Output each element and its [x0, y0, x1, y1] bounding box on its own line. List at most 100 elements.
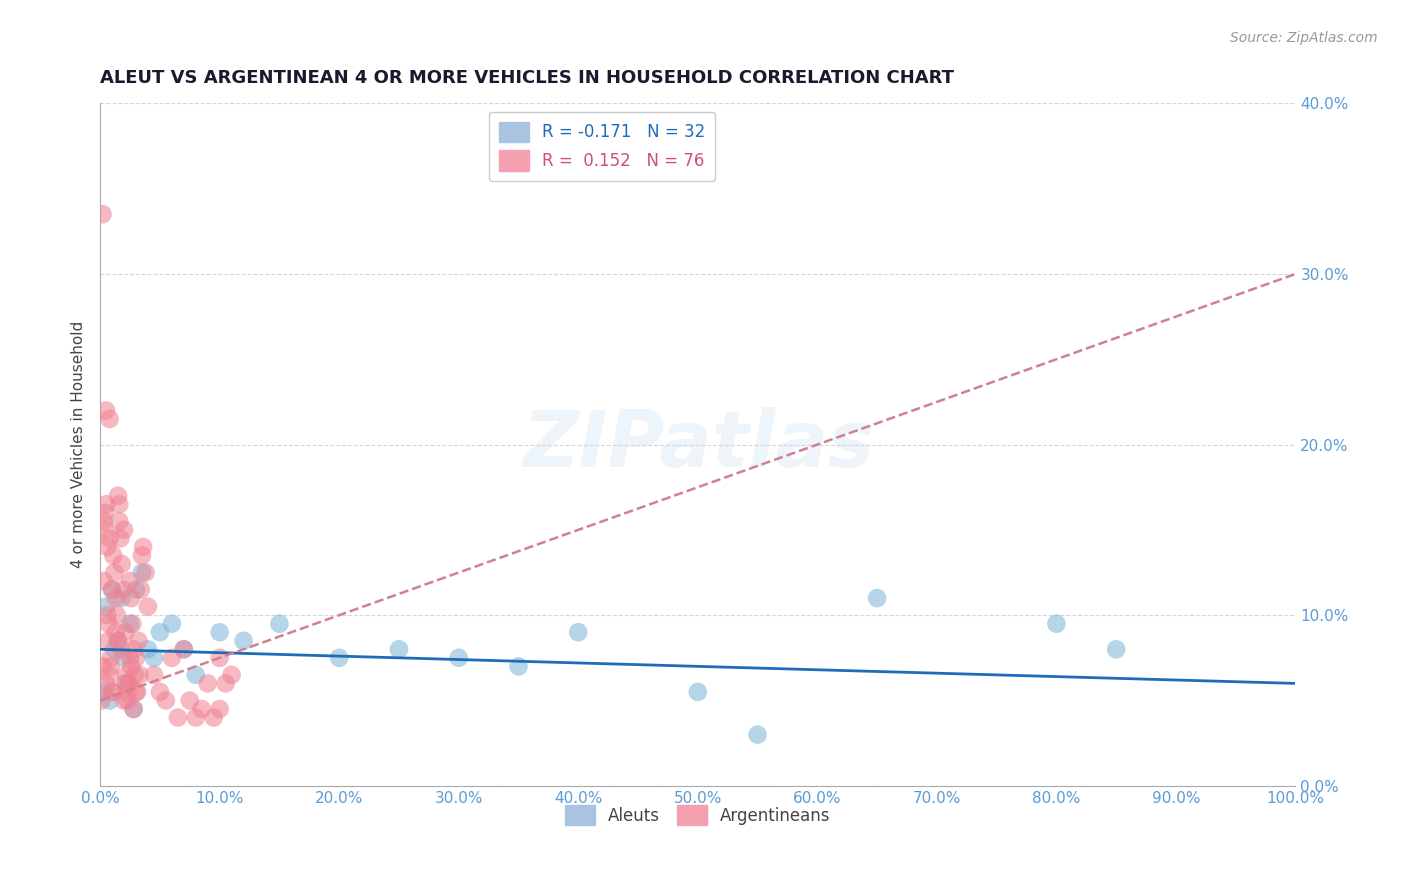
Point — [118, 650, 141, 665]
Point — [91, 659, 114, 673]
Point — [108, 497, 131, 511]
Point — [132, 540, 155, 554]
Point — [166, 710, 188, 724]
Point — [328, 650, 350, 665]
Point — [112, 523, 135, 537]
Point — [105, 608, 128, 623]
Point — [221, 668, 243, 682]
Point — [184, 668, 207, 682]
Point — [131, 549, 153, 563]
Point — [124, 668, 146, 682]
Point — [118, 574, 141, 588]
Point — [160, 650, 183, 665]
Point — [115, 676, 138, 690]
Point — [97, 633, 120, 648]
Point — [447, 650, 470, 665]
Point — [97, 616, 120, 631]
Point — [121, 616, 143, 631]
Point — [118, 676, 141, 690]
Point — [160, 616, 183, 631]
Point — [103, 685, 125, 699]
Point — [149, 625, 172, 640]
Point — [103, 566, 125, 580]
Point — [90, 693, 112, 707]
Point — [107, 633, 129, 648]
Point — [101, 582, 124, 597]
Point — [131, 566, 153, 580]
Point — [98, 412, 121, 426]
Point — [208, 625, 231, 640]
Point — [112, 650, 135, 665]
Point — [100, 659, 122, 673]
Point — [100, 650, 122, 665]
Point — [111, 642, 134, 657]
Point — [108, 514, 131, 528]
Point — [94, 497, 117, 511]
Point — [142, 668, 165, 682]
Point — [103, 642, 125, 657]
Point — [94, 523, 117, 537]
Point — [93, 574, 115, 588]
Point — [125, 685, 148, 699]
Point — [98, 693, 121, 707]
Point — [173, 642, 195, 657]
Point — [91, 207, 114, 221]
Text: ALEUT VS ARGENTINEAN 4 OR MORE VEHICLES IN HOUSEHOLD CORRELATION CHART: ALEUT VS ARGENTINEAN 4 OR MORE VEHICLES … — [100, 69, 955, 87]
Point — [104, 625, 127, 640]
Point — [114, 676, 136, 690]
Y-axis label: 4 or more Vehicles in Household: 4 or more Vehicles in Household — [72, 321, 86, 568]
Point — [136, 642, 159, 657]
Point — [98, 532, 121, 546]
Point — [747, 728, 769, 742]
Point — [110, 532, 132, 546]
Point — [136, 599, 159, 614]
Point — [155, 693, 177, 707]
Point — [1105, 642, 1128, 657]
Point — [114, 625, 136, 640]
Point — [1045, 616, 1067, 631]
Point — [111, 591, 134, 606]
Point — [173, 642, 195, 657]
Point — [98, 668, 121, 682]
Point — [202, 710, 225, 724]
Point — [179, 693, 201, 707]
Point — [149, 685, 172, 699]
Point — [184, 710, 207, 724]
Text: ZIPatlas: ZIPatlas — [522, 407, 875, 483]
Legend: Aleuts, Argentineans: Aleuts, Argentineans — [558, 798, 838, 832]
Point — [269, 616, 291, 631]
Text: Source: ZipAtlas.com: Source: ZipAtlas.com — [1230, 31, 1378, 45]
Point — [129, 582, 152, 597]
Point — [96, 540, 118, 554]
Point — [127, 685, 149, 699]
Point — [93, 685, 115, 699]
Point — [104, 591, 127, 606]
Point — [388, 642, 411, 657]
Point — [866, 591, 889, 606]
Point — [125, 650, 148, 665]
Point — [117, 685, 139, 699]
Point — [120, 591, 142, 606]
Point — [125, 582, 148, 597]
Point — [122, 702, 145, 716]
Point — [118, 616, 141, 631]
Point — [122, 642, 145, 657]
Point — [190, 702, 212, 716]
Point — [686, 685, 709, 699]
Point — [94, 403, 117, 417]
Point — [101, 685, 124, 699]
Point — [117, 693, 139, 707]
Point — [142, 650, 165, 665]
Point — [135, 566, 157, 580]
Point — [567, 625, 589, 640]
Point — [214, 676, 236, 690]
Point — [111, 557, 134, 571]
Point — [128, 668, 150, 682]
Point — [94, 676, 117, 690]
Point — [107, 489, 129, 503]
Point — [232, 633, 254, 648]
Point — [96, 608, 118, 623]
Point — [508, 659, 530, 673]
Point — [107, 633, 129, 648]
Point — [111, 582, 134, 597]
